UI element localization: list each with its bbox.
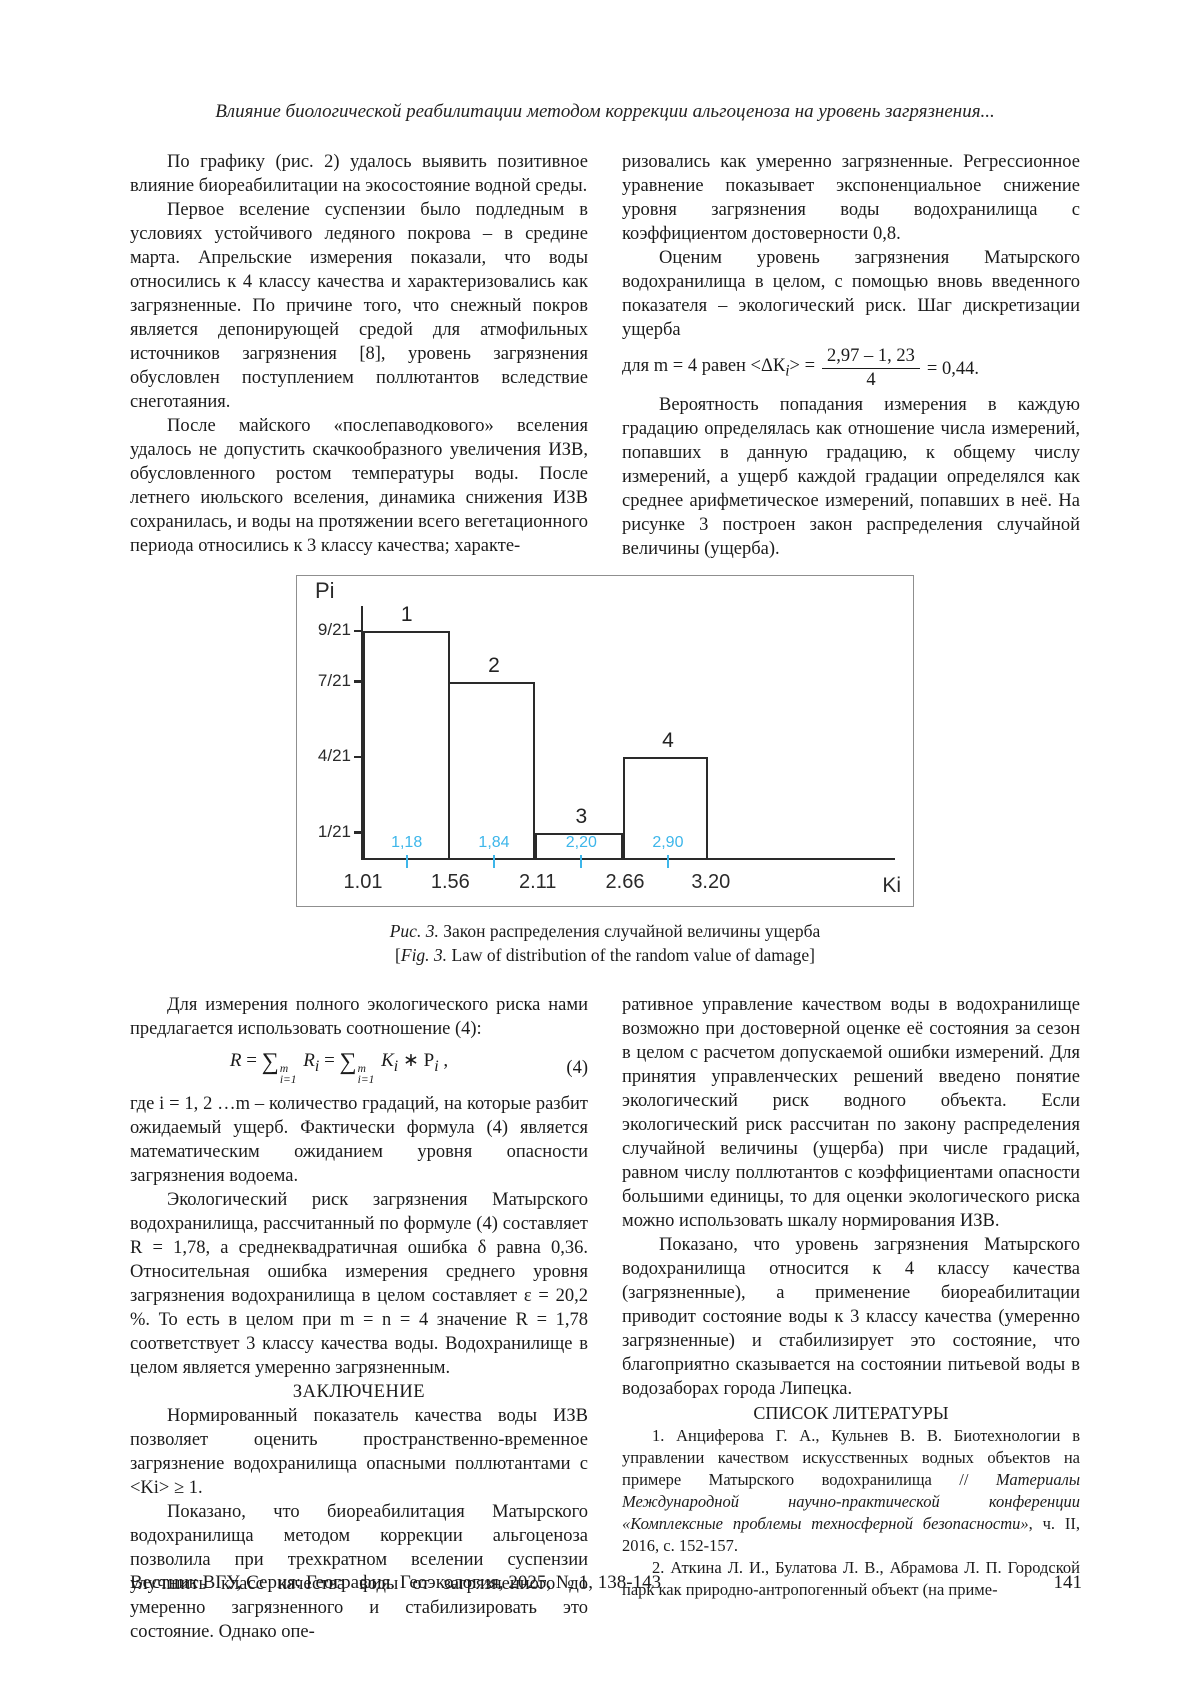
bar-gradation-3 xyxy=(535,832,623,858)
x-tick-label: 3.20 xyxy=(691,871,731,893)
journal-footer-line: Вестник ВГУ, Серия: География. Геоэколог… xyxy=(130,1572,662,1593)
paragraph: Для измерения полного экологического рис… xyxy=(130,995,588,1039)
bar-mean-label: 1,18 xyxy=(391,834,423,851)
fraction: 2,97 – 1, 23 4 xyxy=(822,346,920,391)
reference-item: 2. Аткина Л. И., Булатова Л. В., Абрамов… xyxy=(622,1558,1080,1599)
x-tick-label: 1.01 xyxy=(343,871,383,893)
y-tick xyxy=(354,629,363,633)
paragraph: Показано, что уровень загрязнения Матырс… xyxy=(622,1235,1080,1399)
paragraph: где i = 1, 2 …m – количество градаций, н… xyxy=(130,1094,588,1186)
mean-tick xyxy=(405,855,408,868)
x-tick-label: 1.56 xyxy=(430,871,470,893)
bar-number-label: 4 xyxy=(662,729,674,753)
bottom-right-column: ративное управление качеством воды в вод… xyxy=(622,993,1080,1644)
y-tick xyxy=(354,831,363,834)
y-tick-label: 4/21 xyxy=(317,746,351,766)
y-tick-label: 7/21 xyxy=(317,670,351,690)
bar-number-label: 3 xyxy=(575,804,588,828)
bar-number-label: 1 xyxy=(400,603,413,627)
bar-gradation-2 xyxy=(447,681,536,858)
bar-mean-label: 2,20 xyxy=(565,834,597,851)
page-number: 141 xyxy=(1053,1572,1083,1593)
references-heading: СПИСОК ЛИТЕРАТУРЫ xyxy=(753,1403,949,1423)
paragraph: ративное управление качеством воды в вод… xyxy=(622,995,1080,1231)
running-head: Влияние биологической реабилитации метод… xyxy=(215,101,995,122)
figure-caption-ru: Рис. 3. Закон распределения случайной ве… xyxy=(389,921,821,941)
bar-mean-label: 2,90 xyxy=(652,834,684,851)
formula-body: R = ∑ m i=1 Ri = ∑ m i=1 Ki ∗ Pi , xyxy=(229,1049,449,1086)
y-tick-label: 9/21 xyxy=(317,620,351,640)
figure-caption-en: [Fig. 3. Law of distribution of the rand… xyxy=(395,945,815,965)
paragraph: Первое вселение суспензии было подледным… xyxy=(130,200,588,412)
top-columns: По графику (рис. 2) удалось выявить пози… xyxy=(130,150,1080,561)
bar-gradation-4 xyxy=(622,757,709,858)
reference-item: 1. Анциферова Г. А., Кульнев В. В. Биоте… xyxy=(622,1426,1080,1555)
formula-text: для m = 4 равен <ΔКi> = xyxy=(622,355,816,380)
y-tick xyxy=(354,680,363,683)
paragraph: После майского «послепаводкового» вселен… xyxy=(130,416,588,556)
paragraph: Экологический риск загрязнения Матырског… xyxy=(130,1190,588,1378)
figure-3-chart: Pi Ki 9/21 7/21 4/21 1/21 1.01 1.56 2.11 2.66 3.… xyxy=(296,575,914,907)
paragraph: Оценим уровень загрязнения Матырского во… xyxy=(622,248,1080,340)
mean-tick xyxy=(580,855,583,868)
x-tick-label: 2.11 xyxy=(518,871,557,893)
x-tick-label: 2.66 xyxy=(605,871,645,893)
conclusion-heading: ЗАКЛЮЧЕНИЕ xyxy=(292,1382,426,1402)
fraction-numerator: 2,97 – 1, 23 xyxy=(822,346,920,369)
figure-caption: Рис. 3. Закон распределения случайной ве… xyxy=(130,919,1080,967)
y-tick-label: 1/21 xyxy=(317,821,351,841)
paragraph: Показано, что биореабилитация Матырского… xyxy=(130,1502,588,1642)
sigma-symbol: ∑ xyxy=(339,1049,357,1075)
top-right-column: ризовались как умеренно загрязненные. Ре… xyxy=(622,150,1080,561)
plot-area: Pi Ki 9/21 7/21 4/21 1/21 1.01 1.56 2.11 2.66 3.… xyxy=(315,578,901,897)
bar-number-label: 2 xyxy=(488,653,500,677)
top-left-column: По графику (рис. 2) удалось выявить пози… xyxy=(130,150,588,561)
formula-discretization: для m = 4 равен <ΔКi> = 2,97 – 1, 23 4 =… xyxy=(622,346,1080,391)
paragraph: Нормированный показатель качества воды И… xyxy=(130,1406,588,1498)
bar-gradation-1 xyxy=(363,631,451,858)
formula-risk: R = ∑ m i=1 Ri = ∑ m i=1 Ki ∗ Pi , (4) xyxy=(130,1049,588,1086)
mean-tick xyxy=(666,855,669,868)
mean-tick xyxy=(493,855,495,868)
equation-number: (4) xyxy=(566,1057,588,1078)
bottom-columns: Для измерения полного экологического рис… xyxy=(130,993,1080,1644)
paragraph: По графику (рис. 2) удалось выявить пози… xyxy=(130,152,588,196)
sigma-symbol: ∑ xyxy=(261,1049,279,1075)
formula-result: = 0,44. xyxy=(926,358,979,379)
x-axis-label: Ki xyxy=(882,874,901,897)
y-tick xyxy=(354,755,363,759)
paragraph: ризовались как умеренно загрязненные. Ре… xyxy=(622,152,1080,244)
page-content: Влияние биологической реабилитации метод… xyxy=(130,101,1080,1644)
bar-mean-label: 1,84 xyxy=(478,834,510,851)
fraction-denominator: 4 xyxy=(866,370,876,390)
bottom-left-column: Для измерения полного экологического рис… xyxy=(130,993,588,1644)
paragraph: Вероятность попадания измерения в каждую… xyxy=(622,395,1080,559)
page-footer: Вестник ВГУ, Серия: География. Геоэколог… xyxy=(130,1572,1082,1594)
y-axis-label: Pi xyxy=(315,578,335,603)
